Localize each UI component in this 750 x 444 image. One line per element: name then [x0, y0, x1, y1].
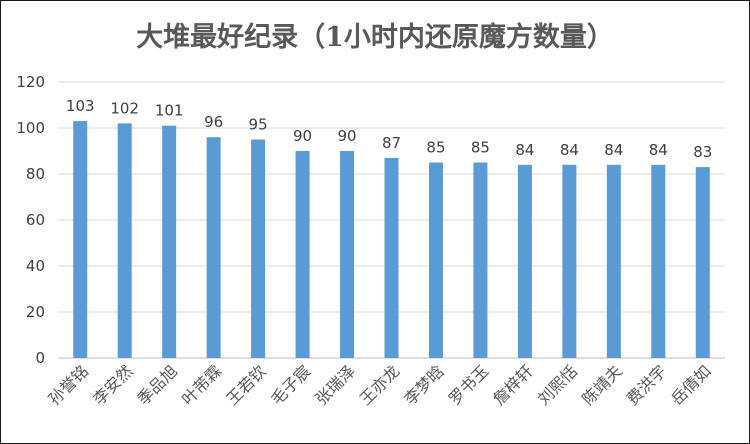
bar — [251, 139, 266, 358]
category-label: 孙誉铭 — [45, 361, 92, 408]
data-label: 103 — [66, 97, 95, 115]
category-label: 李梦晗 — [400, 361, 447, 408]
category-label: 李安然 — [89, 361, 136, 408]
data-label: 90 — [337, 127, 356, 145]
bar — [162, 125, 177, 358]
data-label: 101 — [155, 102, 184, 120]
y-tick-label: 0 — [35, 349, 45, 367]
chart-title: 大堆最好纪录（1小时内还原魔方数量） — [136, 21, 614, 53]
bar — [73, 121, 88, 358]
category-label: 陈靖夫 — [578, 361, 625, 408]
bars — [73, 121, 710, 359]
y-tick-label: 80 — [26, 165, 45, 183]
data-label: 102 — [110, 99, 139, 117]
bar — [117, 123, 132, 359]
data-label: 83 — [693, 143, 712, 161]
data-label: 95 — [249, 116, 268, 134]
y-tick-label: 20 — [26, 303, 45, 321]
category-label: 詹梓轩 — [489, 361, 536, 408]
bar — [340, 151, 355, 358]
bar — [651, 164, 666, 358]
data-label: 90 — [293, 127, 312, 145]
y-tick-label: 100 — [16, 119, 45, 137]
bar — [517, 164, 532, 358]
bar — [428, 162, 443, 358]
category-label: 罗书玉 — [445, 361, 492, 408]
category-label: 毛子宸 — [267, 361, 314, 408]
bar — [295, 151, 310, 358]
category-label: 王亦龙 — [356, 361, 403, 408]
category-label: 季品旭 — [134, 361, 181, 408]
bar — [384, 157, 399, 358]
category-label: 岳倩如 — [667, 361, 714, 408]
bar — [206, 137, 221, 358]
data-label: 84 — [649, 141, 668, 159]
bar — [473, 162, 488, 358]
category-label: 王若钦 — [223, 361, 270, 408]
bar — [695, 167, 710, 358]
bar — [562, 164, 577, 358]
category-label: 张瑞泽 — [311, 361, 358, 408]
bar — [606, 164, 621, 358]
y-tick-label: 120 — [16, 73, 45, 91]
data-label: 85 — [471, 139, 490, 157]
category-label: 叶芾霖 — [178, 361, 225, 408]
data-labels: 103 102 101 96 95 90 90 87 85 85 84 84 84 84 83 — [66, 97, 712, 161]
y-tick-label: 40 — [26, 257, 45, 275]
data-label: 87 — [382, 134, 401, 152]
y-axis-ticks: 0 20 40 60 80 100 120 — [16, 73, 45, 367]
category-label: 刘熙恬 — [534, 361, 581, 408]
category-labels: 孙誉铭李安然季品旭叶芾霖王若钦毛子宸张瑞泽王亦龙李梦晗罗书玉詹梓轩刘熙恬陈靖夫费… — [45, 361, 715, 408]
data-label: 85 — [426, 139, 445, 157]
data-label: 84 — [515, 141, 534, 159]
y-tick-label: 60 — [26, 211, 45, 229]
data-label: 96 — [204, 113, 223, 131]
category-label: 费洪宇 — [623, 361, 670, 408]
data-label: 84 — [604, 141, 623, 159]
data-label: 84 — [560, 141, 579, 159]
